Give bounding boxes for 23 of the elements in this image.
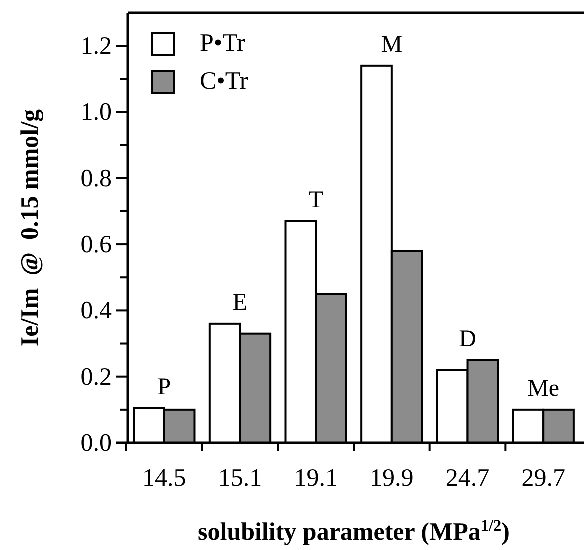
y-tick-label: 0.2 bbox=[80, 364, 112, 391]
x-tick-label: 19.9 bbox=[370, 465, 414, 492]
annotation: T bbox=[308, 187, 324, 214]
y-tick-label: 1.2 bbox=[80, 33, 112, 60]
y-tick-label: 0.6 bbox=[80, 232, 112, 259]
y-axis-title: Ie/Im @ 0.15 mmol/g bbox=[17, 108, 44, 347]
legend-label: C•Tr bbox=[200, 68, 249, 95]
y-tick-label: 0.0 bbox=[80, 430, 112, 457]
annotation: E bbox=[232, 290, 248, 316]
x-tick-label: 14.5 bbox=[142, 465, 186, 492]
y-tick-label: 1.0 bbox=[80, 99, 112, 126]
x-tick-label: 24.7 bbox=[446, 465, 490, 492]
x-tick-label: 29.7 bbox=[522, 465, 566, 492]
y-tick-label: 0.4 bbox=[80, 298, 112, 325]
x-axis-title: solubility parameter (MPa$^{1/2}$) bbox=[198, 517, 510, 546]
annotation: D bbox=[459, 326, 476, 352]
legend-label: P•Tr bbox=[200, 30, 246, 57]
annotation: M bbox=[381, 32, 403, 58]
annotation: P bbox=[158, 374, 172, 400]
annotation: Me bbox=[528, 376, 560, 402]
y-tick-label: 0.8 bbox=[80, 165, 112, 192]
x-tick-label: 15.1 bbox=[218, 465, 262, 492]
x-tick-label: 19.1 bbox=[294, 465, 338, 492]
